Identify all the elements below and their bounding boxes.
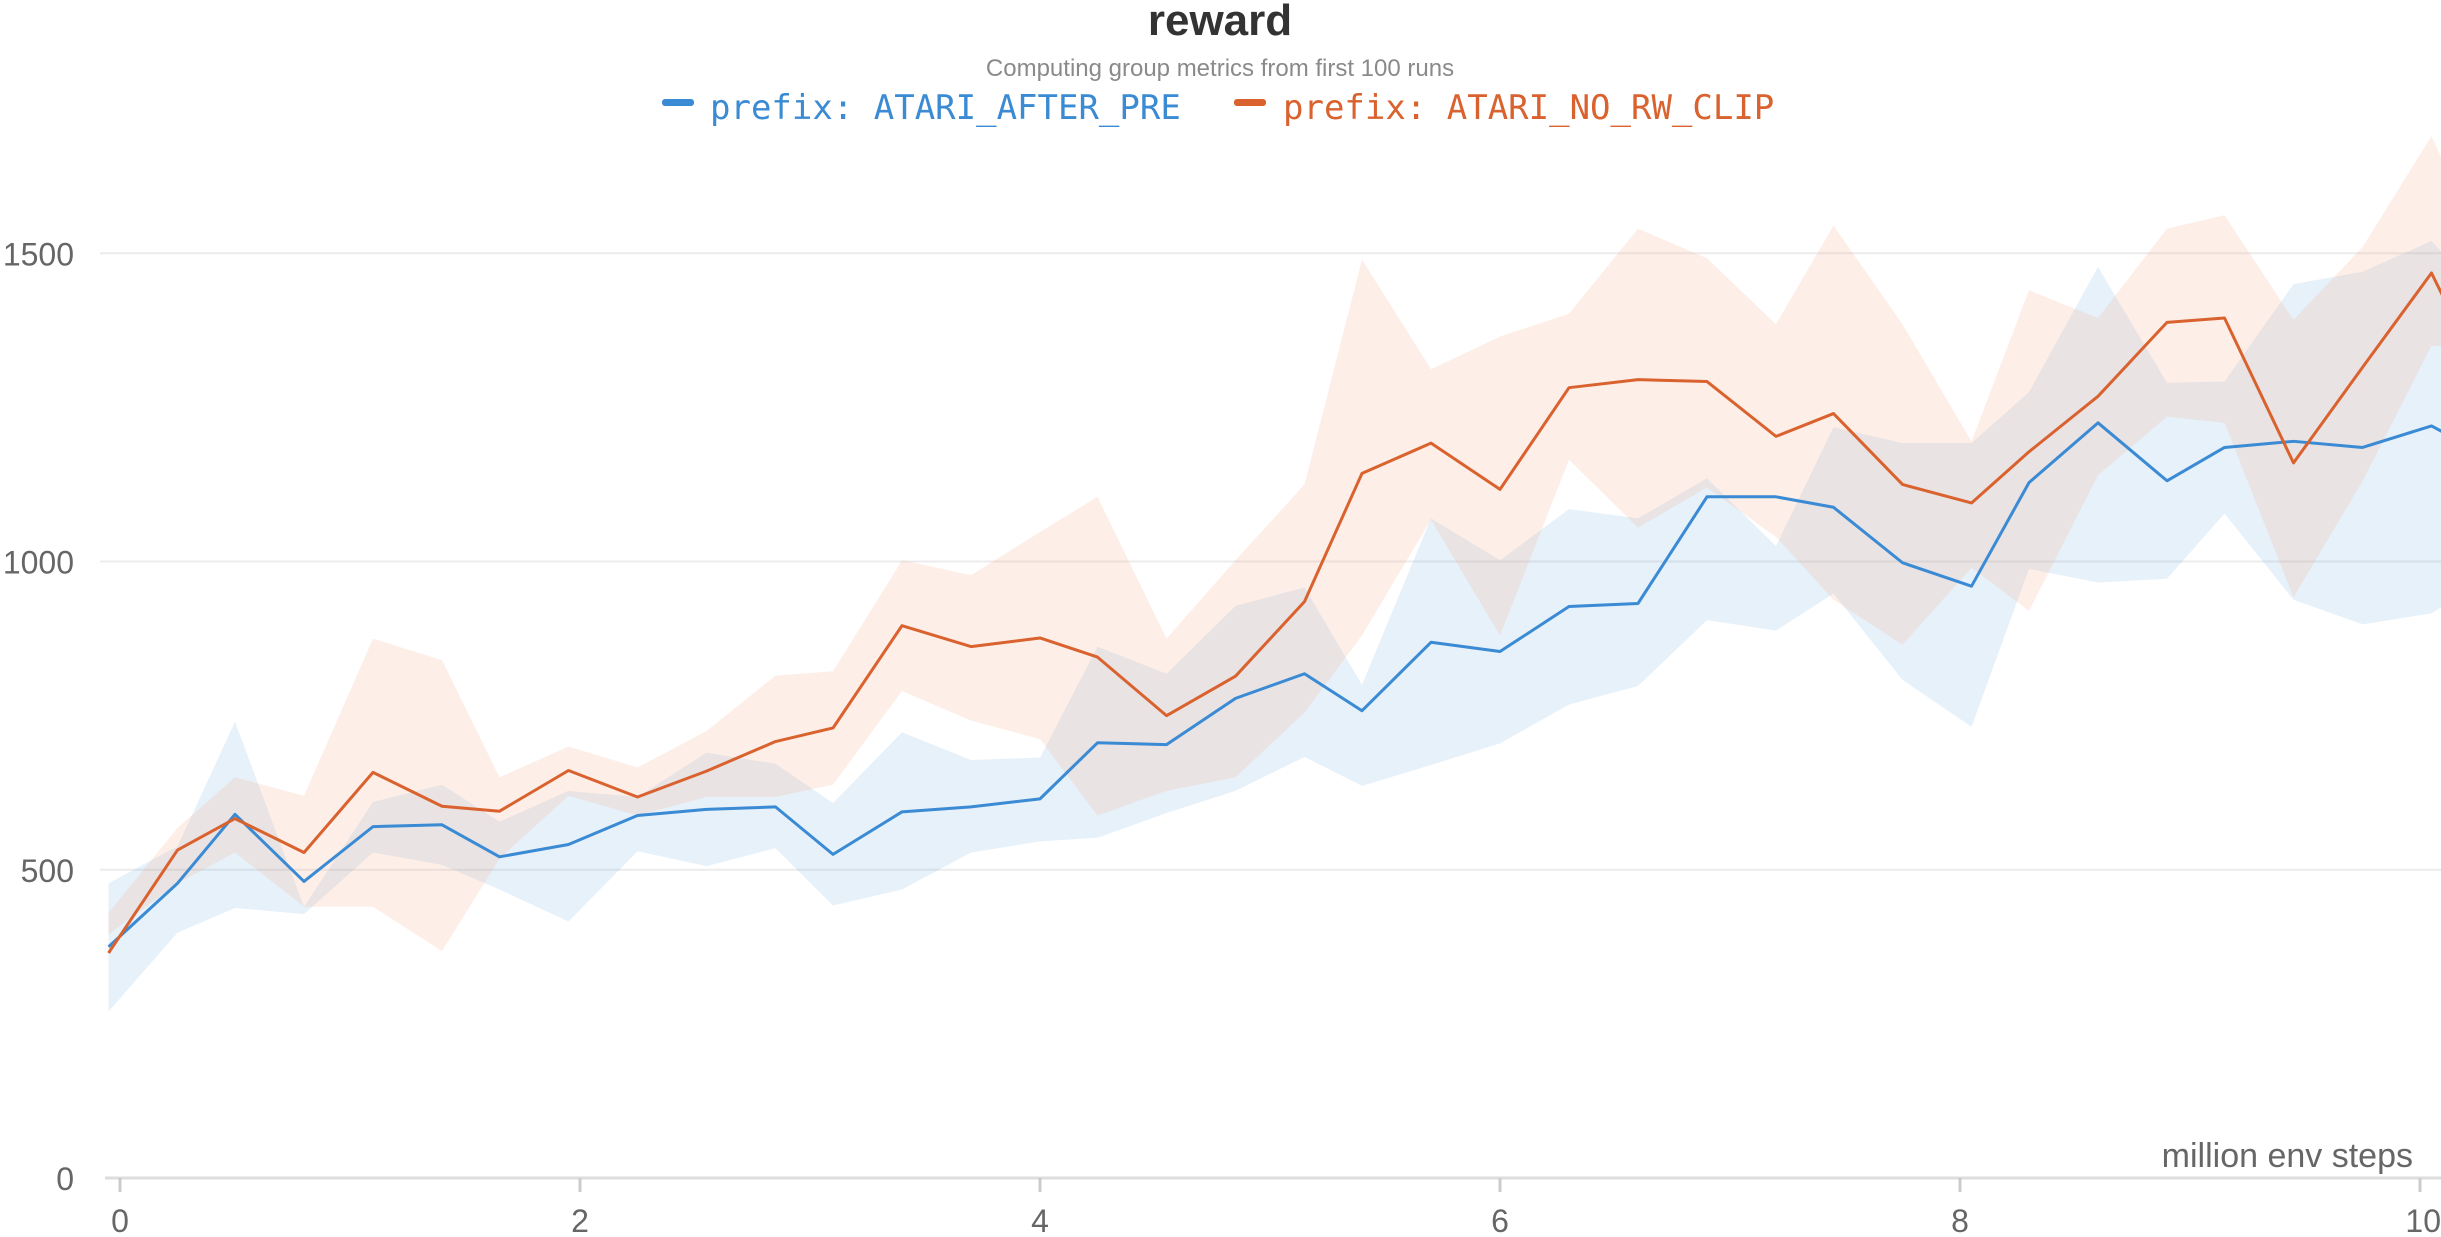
x-axis-ticks: 0 2 4 6 8 10	[111, 1178, 2441, 1237]
x-tick-label-2: 2	[571, 1203, 589, 1237]
chart-subtitle: Computing group metrics from first 100 r…	[986, 55, 1454, 82]
confidence-bands	[108, 136, 2441, 1012]
gridlines	[100, 252, 2441, 871]
chart-legend: prefix: ATARI_AFTER_PRE prefix: ATARI_NO…	[662, 88, 1774, 128]
legend-swatch-after-pre	[662, 99, 694, 106]
y-tick-label-1000: 1000	[3, 545, 74, 581]
line-series-0[interactable]	[107, 421, 2441, 948]
band-series-1	[108, 136, 2441, 952]
x-tick-label-4: 4	[1031, 1203, 1049, 1237]
y-axis-ticks: 0 500 1000 1500	[3, 236, 74, 1197]
x-tick-label-10: 10	[2405, 1203, 2441, 1237]
x-axis-label: million env steps	[2162, 1137, 2413, 1175]
x-tick-label-0: 0	[111, 1203, 129, 1237]
band-series-0	[108, 240, 2441, 1012]
series-lines	[107, 271, 2441, 954]
y-tick-label-1500: 1500	[3, 236, 74, 272]
y-tick-label-0: 0	[56, 1161, 74, 1197]
legend-label-after-pre[interactable]: prefix: ATARI_AFTER_PRE	[710, 88, 1181, 128]
x-tick-label-6: 6	[1491, 1203, 1509, 1237]
legend-label-no-rw-clip[interactable]: prefix: ATARI_NO_RW_CLIP	[1283, 88, 1774, 128]
x-tick-label-8: 8	[1951, 1203, 1969, 1237]
legend-swatch-no-rw-clip	[1234, 99, 1266, 106]
chart-title: reward	[1148, 0, 1292, 45]
y-tick-label-500: 500	[21, 853, 74, 889]
line-series-1[interactable]	[107, 271, 2441, 954]
